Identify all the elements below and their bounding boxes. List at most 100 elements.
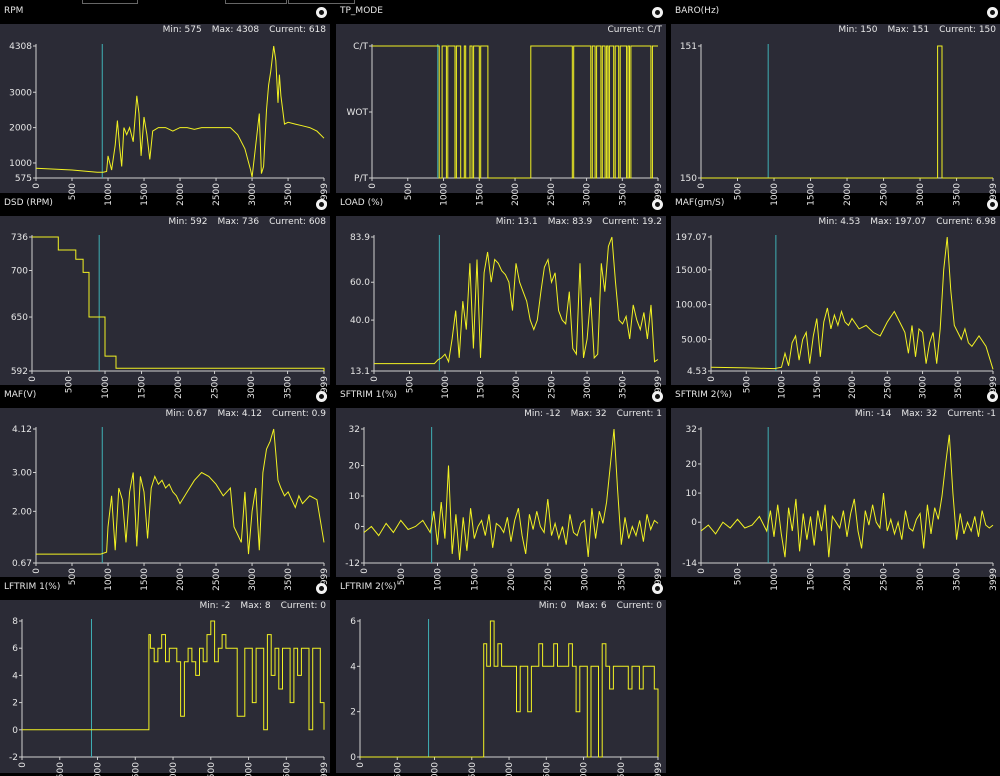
plot-area[interactable]: Current: C/T P/T WOT C/T 0 500 1000 1500 2000 250… [336,24,666,206]
x-tick-label: 2500 [212,568,222,591]
y-tick-label: 13.1 [350,367,370,377]
x-tick-label: 500 [65,376,75,393]
y-tick-label: 150.00 [676,266,708,276]
chart-panel-dsd: DSD (RPM) Min: 592 Max: 736 Current: 608 592… [0,195,330,399]
plot-area[interactable]: Min: 575 Max: 4308 Current: 618 575 1000 2000… [0,24,330,206]
panel-options-icon[interactable] [316,199,327,210]
x-tick-label: 0 [697,183,707,189]
y-tick-label: -12 [345,559,360,569]
x-tick-label: 1500 [470,568,480,591]
y-tick-label: 8 [12,617,18,627]
panel-options-icon[interactable] [987,391,998,402]
x-tick-label: 2500 [880,568,890,591]
series-line [700,434,994,558]
panel-options-icon[interactable] [652,199,663,210]
panel-options-icon[interactable] [652,391,663,402]
series-line [374,236,659,365]
y-tick-label: 700 [11,267,28,277]
series-line [36,428,325,555]
toolbar-control[interactable] [225,0,287,4]
y-tick-label: 10 [349,492,361,502]
stat-current: Current: 19.2 [602,217,662,227]
panel-title: MAF(V) [4,390,37,400]
y-tick-label: 20 [686,460,698,470]
x-tick-label: 2000 [176,568,186,591]
x-tick-label: 500 [734,183,744,200]
panel-options-icon[interactable] [987,199,998,210]
y-tick-label: 4308 [9,42,32,52]
y-tick-label: 50.00 [681,335,707,345]
panel-options-icon[interactable] [316,7,327,18]
x-tick-label: 3500 [954,376,964,399]
chart-panel-maf_gs: MAF(gm/S) Min: 4.53 Max: 197.07 Current: 6.… [671,195,1000,399]
panel-title: DSD (RPM) [4,198,53,208]
stat-min: Min: 0 [538,601,567,611]
plot-area[interactable]: Min: -12 Max: 32 Current: 1 -12 0 10 20 32 0 500 1… [336,408,666,591]
panel-options-icon[interactable] [316,583,327,594]
x-tick-label: 0 [32,568,42,574]
panel-title: BARO(Hz) [675,6,720,16]
chart-panel-sftrim1: SFTRIM 1(%) Min: -12 Max: 32 Current: 1 -12 0… [336,387,666,591]
y-tick-label: C/T [353,42,368,52]
y-tick-label: 10 [686,489,698,499]
chart-svg: P/T WOT C/T 0 500 1000 1500 2000 2500 3000 3500 399… [347,42,664,206]
x-tick-label: 3999 [320,568,330,591]
series-line [35,45,325,178]
plot-area[interactable]: Min: 13.1 Max: 83.9 Current: 19.2 13.1 40.0 6… [336,216,666,399]
chart-svg: 150 151 0 500 1000 1500 2000 2500 3000 3500 3999 [680,42,999,206]
stat-current: Current: -1 [947,409,996,419]
stat-current: Current: C/T [607,25,662,35]
plot-area[interactable]: Min: 0.67 Max: 4.12 Current: 0.9 0.67 2.00 3.… [0,408,330,591]
stat-max: Max: 736 [217,217,260,227]
panel-options-icon[interactable] [316,391,327,402]
y-tick-label: 2000 [9,124,32,134]
x-tick-label: 3500 [282,762,292,776]
plot-area[interactable]: Min: 4.53 Max: 197.07 Current: 6.98 4.53 50.… [671,216,1000,399]
stat-max: Max: 4308 [211,25,260,35]
plot-area[interactable]: Min: 0 Max: 6 Current: 0 0 2 4 6 0 500 1000 1500 20… [336,600,666,776]
x-tick-label: 2000 [176,183,186,206]
x-tick-label: 2000 [512,376,522,399]
x-tick-label: 3500 [617,762,627,776]
plot-area[interactable]: Min: 150 Max: 151 Current: 150 150 151 0 500 10… [671,24,1000,206]
x-tick-label: 2500 [211,376,221,399]
x-tick-label: 2500 [212,183,222,206]
x-tick-label: 1000 [770,568,780,591]
stat-current: Current: 150 [939,25,996,35]
x-tick-label: 3999 [320,762,330,776]
series-line [32,236,325,371]
x-tick-label: 1500 [131,762,141,776]
x-tick-label: 3500 [284,376,294,399]
x-tick-label: 1000 [104,568,114,591]
y-tick-label: 197.07 [676,233,708,243]
stat-current: Current: 0 [616,601,662,611]
y-tick-label: 736 [11,233,28,243]
x-tick-label: 2000 [848,376,858,399]
x-tick-label: 3500 [618,183,628,206]
stat-current: Current: 1 [616,409,662,419]
y-tick-label: 2 [12,699,18,709]
x-tick-label: 3999 [320,183,330,206]
x-tick-label: 500 [734,568,744,585]
x-tick-label: 500 [68,183,78,200]
stat-min: Min: 0.67 [165,409,208,419]
panel-options-icon[interactable] [652,7,663,18]
top-toolbar-remnant [0,0,1000,4]
stats-readout: Min: 592 Max: 736 Current: 608 [158,217,326,227]
plot-area[interactable]: Min: -14 Max: 32 Current: -1 -14 0 10 20 32 0 500… [671,408,1000,591]
x-tick-label: 0 [370,376,380,382]
y-tick-label: 0 [691,518,697,528]
y-tick-label: 2.00 [12,507,32,517]
chart-panel-tp_mode: TP_MODE Current: C/T P/T WOT C/T 0 500 1000 1500… [336,3,666,206]
panel-options-icon[interactable] [987,7,998,18]
panel-title: RPM [4,6,24,16]
plot-area[interactable]: Min: -2 Max: 8 Current: 0 -2 0 2 4 6 8 0 500 1000 15… [0,600,330,776]
panel-options-icon[interactable] [652,583,663,594]
plot-area[interactable]: Min: 592 Max: 736 Current: 608 592 650 700 736… [0,216,330,399]
chart-panel-maf_v: MAF(V) Min: 0.67 Max: 4.12 Current: 0.9 0.67… [0,387,330,591]
toolbar-control[interactable] [82,0,138,4]
toolbar-control[interactable] [288,0,355,4]
stat-min: Min: 575 [162,25,202,35]
